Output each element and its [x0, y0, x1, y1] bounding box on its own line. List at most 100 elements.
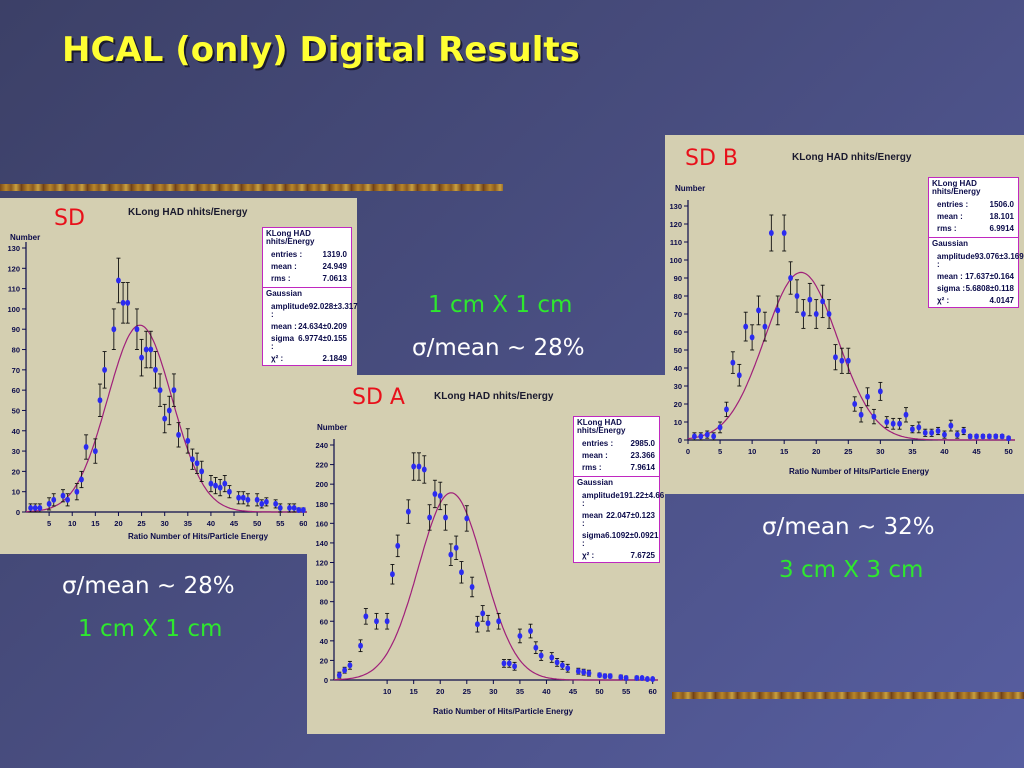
data-point: [227, 488, 232, 495]
note-left-cell-size: 1 cm X 1 cm: [78, 616, 223, 642]
x-tick-label: 60: [649, 687, 657, 696]
data-point: [480, 610, 486, 617]
y-tick-label: 120: [7, 264, 20, 273]
data-point: [336, 672, 342, 679]
x-tick-label: 5: [47, 519, 51, 528]
note-left-resolution: σ/mean ~ 28%: [62, 573, 235, 599]
data-point: [347, 662, 353, 669]
x-tick-label: 30: [876, 447, 884, 456]
data-point: [781, 230, 787, 236]
y-tick-label: 20: [674, 400, 682, 409]
y-tick-label: 70: [674, 310, 682, 319]
stats-amplitude: 93.076±3.169: [974, 252, 1024, 261]
y-tick-label: 220: [315, 461, 328, 470]
x-tick-label: 45: [230, 519, 238, 528]
data-point: [116, 277, 121, 284]
data-point: [157, 387, 163, 394]
stats-header: KLong HAD nhits/Energy: [577, 418, 626, 435]
data-point: [768, 230, 774, 236]
data-point: [845, 357, 851, 364]
y-tick-label: 80: [674, 292, 682, 301]
data-point: [890, 420, 896, 427]
y-tick-label: 100: [7, 305, 20, 314]
x-tick-label: 20: [436, 687, 444, 696]
data-point: [852, 401, 858, 407]
data-point: [974, 433, 979, 440]
y-tick-label: 40: [674, 364, 682, 373]
data-point: [993, 433, 999, 440]
panel-label-sd: SD: [54, 206, 85, 231]
x-tick-label: 55: [276, 519, 284, 528]
data-point: [935, 428, 941, 434]
stats-entries: 1506.0: [989, 200, 1014, 209]
data-point: [32, 504, 38, 511]
data-point: [60, 492, 66, 499]
data-point: [644, 676, 650, 683]
histogram-plot-sdb: 0 10 20 30 40 50 60 70 80 90 100 110 120 130 0 5 10 15 20 2…: [669, 200, 1015, 456]
x-tick-label: 10: [383, 687, 391, 696]
data-point: [916, 424, 922, 431]
panel-label-sda: SD A: [352, 385, 405, 410]
data-point: [83, 444, 89, 451]
data-point: [342, 667, 348, 674]
y-tick-label: 30: [12, 447, 20, 456]
data-point: [602, 673, 608, 680]
stats-box-sdb: KLong HAD nhits/Energy entries :1506.0 m…: [928, 177, 1024, 308]
data-point: [954, 431, 960, 438]
y-tick-label: 40: [320, 637, 328, 646]
stats-fit-name: Gaussian: [266, 289, 303, 298]
x-tick-label: 20: [812, 447, 820, 456]
gaussian-fit-curve: [687, 271, 1015, 441]
data-point: [506, 660, 512, 667]
stats-rms: 7.0613: [322, 274, 347, 283]
stats-entries: 1319.0: [322, 250, 347, 259]
data-point: [374, 618, 379, 625]
data-point: [730, 359, 736, 366]
data-point: [650, 676, 656, 683]
data-point: [565, 665, 571, 672]
data-point: [427, 514, 433, 521]
data-point: [263, 498, 269, 505]
data-point: [421, 466, 427, 473]
histogram-panel-sda: 0 20 40 60 80 100 120 140 160 180 200 220 240 10 15 20 2…: [307, 375, 665, 734]
stats-chi2: 2.1849: [322, 354, 347, 363]
y-tick-label: 70: [12, 366, 20, 375]
y-tick-label: 0: [324, 676, 328, 685]
data-point: [922, 429, 928, 436]
data-point: [597, 672, 602, 679]
y-tick-label: 120: [669, 220, 682, 229]
y-tick-label: 40: [12, 427, 20, 436]
x-tick-label: 25: [137, 519, 145, 528]
data-point: [176, 431, 181, 438]
x-tick-label: 45: [972, 447, 980, 456]
stats-rms: 6.9914: [989, 224, 1014, 233]
x-tick-label: 60: [299, 519, 307, 528]
x-axis-label-sda: Ratio Number of Hits/Particle Energy: [433, 707, 574, 716]
data-point: [826, 311, 832, 317]
data-point: [788, 275, 793, 281]
data-point: [807, 296, 813, 303]
data-point: [865, 393, 870, 400]
data-point: [999, 433, 1005, 440]
data-point: [111, 326, 117, 333]
y-tick-label: 110: [670, 238, 682, 247]
data-point: [724, 406, 729, 413]
data-point: [833, 354, 838, 361]
data-point: [554, 659, 560, 666]
data-point: [148, 346, 154, 353]
data-point: [194, 460, 200, 467]
data-point: [586, 670, 592, 677]
x-tick-label: 50: [595, 687, 603, 696]
data-point: [46, 500, 52, 507]
data-point: [717, 424, 723, 431]
data-point: [980, 433, 986, 440]
data-point: [743, 323, 749, 330]
data-point: [236, 494, 242, 501]
data-point: [801, 311, 806, 317]
panel-label-sdb: SD B: [685, 146, 738, 171]
data-point: [533, 644, 539, 651]
stats-chi2: 7.6725: [630, 551, 655, 560]
x-tick-label: 40: [542, 687, 550, 696]
x-tick-label: 15: [410, 687, 418, 696]
histogram-title-sda: KLong HAD nhits/Energy: [434, 391, 554, 402]
